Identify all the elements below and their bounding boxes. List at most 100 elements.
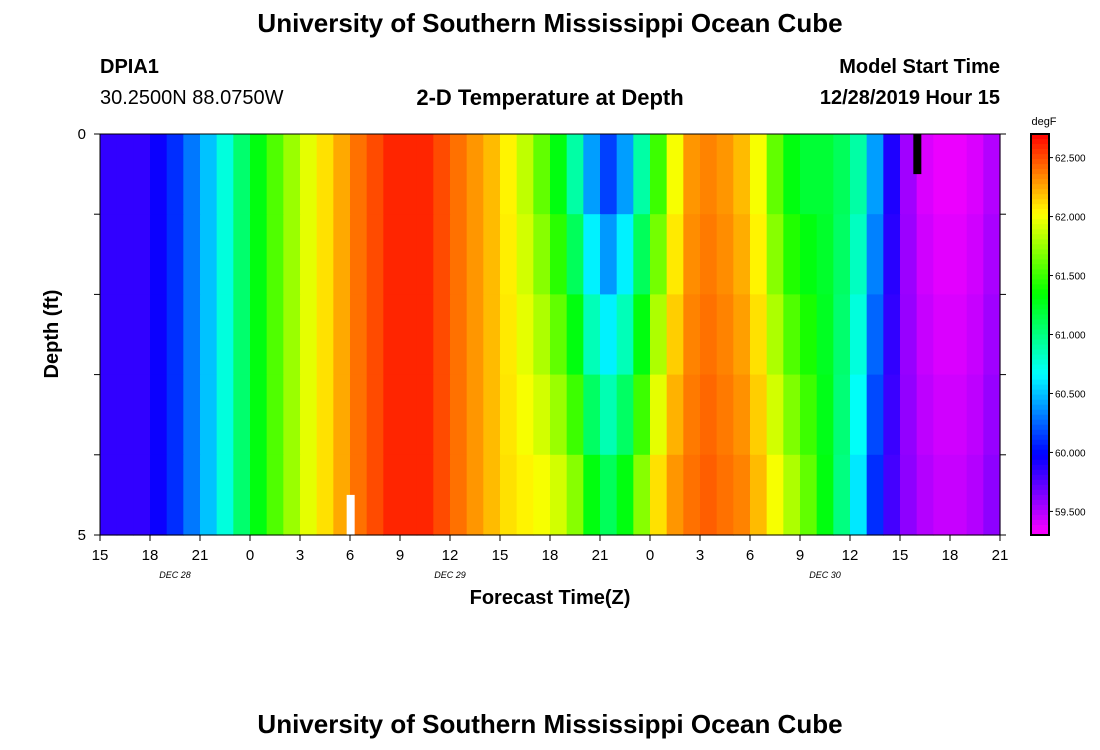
heatmap-cell bbox=[933, 454, 951, 536]
heatmap-cell bbox=[366, 134, 384, 215]
x-tick-label: 18 bbox=[942, 547, 959, 564]
heatmap-cell bbox=[250, 294, 268, 376]
heatmap-cell bbox=[233, 134, 251, 215]
colorbar-unit: degF bbox=[1031, 116, 1056, 128]
heatmap-cell bbox=[516, 214, 534, 295]
x-tick-label: 3 bbox=[696, 547, 704, 564]
colorbar-segment bbox=[1031, 514, 1049, 521]
heatmap-cell bbox=[816, 214, 834, 295]
heatmap-cell bbox=[616, 374, 634, 456]
colorbar-segment bbox=[1031, 454, 1049, 461]
heatmap-cell bbox=[216, 374, 234, 456]
heatmap-cell bbox=[850, 294, 868, 376]
heatmap-cell bbox=[550, 294, 568, 376]
colorbar-segment bbox=[1031, 134, 1049, 140]
colorbar-segment bbox=[1031, 314, 1049, 321]
heatmap-cell bbox=[300, 214, 318, 295]
heatmap-cell bbox=[116, 134, 134, 215]
heatmap-cell bbox=[500, 374, 518, 456]
heatmap-cell bbox=[583, 134, 601, 215]
heatmap-cell bbox=[700, 454, 718, 536]
colorbar-segment bbox=[1031, 424, 1049, 431]
heatmap-cell bbox=[833, 454, 851, 536]
heatmap-cell bbox=[166, 214, 184, 295]
colorbar-segment bbox=[1031, 164, 1049, 170]
x-tick-label: 6 bbox=[746, 547, 754, 564]
heatmap-cell bbox=[666, 454, 684, 536]
station-coordinates: 30.2500N 88.0750W bbox=[100, 87, 284, 109]
heatmap-cell bbox=[783, 374, 801, 456]
x-tick-label: 21 bbox=[192, 547, 209, 564]
colorbar-segment bbox=[1031, 154, 1049, 160]
heatmap-cell bbox=[116, 454, 134, 536]
heatmap-cell bbox=[133, 374, 151, 456]
heatmap-cell bbox=[383, 294, 401, 376]
heatmap-cell bbox=[183, 134, 201, 215]
heatmap-cell bbox=[383, 454, 401, 536]
colorbar-segment bbox=[1031, 464, 1049, 471]
heatmap-cell bbox=[433, 374, 451, 456]
heatmap-cell bbox=[366, 214, 384, 295]
heatmap-cell bbox=[100, 134, 118, 215]
heatmap-cell bbox=[783, 454, 801, 536]
heatmap-cell bbox=[316, 134, 334, 215]
heatmap-cell bbox=[333, 454, 351, 536]
colorbar-segment bbox=[1031, 529, 1049, 536]
heatmap-cell bbox=[983, 454, 1001, 536]
heatmap-cell bbox=[833, 214, 851, 295]
colorbar-label: 62.500 bbox=[1055, 154, 1086, 165]
colorbar-segment bbox=[1031, 364, 1049, 371]
heatmap-cell bbox=[600, 214, 618, 295]
colorbar-segment bbox=[1031, 519, 1049, 526]
heatmap-cell bbox=[583, 214, 601, 295]
heatmap-cell bbox=[233, 454, 251, 536]
heatmap-cell bbox=[283, 454, 301, 536]
y-tick-label: 5 bbox=[78, 527, 86, 544]
heatmap-cell bbox=[800, 454, 818, 536]
heatmap-cell bbox=[166, 374, 184, 456]
heatmap-cell bbox=[483, 134, 501, 215]
colorbar-label: 61.000 bbox=[1055, 331, 1086, 342]
footer-title: University of Southern Mississippi Ocean… bbox=[257, 709, 843, 739]
heatmap-cell bbox=[766, 454, 784, 536]
heatmap-cell bbox=[733, 214, 751, 295]
heatmap-cell bbox=[683, 374, 701, 456]
heatmap-cell bbox=[400, 454, 418, 536]
colorbar-segment bbox=[1031, 504, 1049, 511]
heatmap-cell bbox=[283, 374, 301, 456]
heatmap-cell bbox=[516, 374, 534, 456]
y-axis: 05 bbox=[78, 126, 1006, 544]
heatmap-cell bbox=[766, 214, 784, 295]
heatmap-cell bbox=[750, 134, 768, 215]
heatmap-marker bbox=[913, 134, 922, 175]
heatmap-cell bbox=[633, 374, 651, 456]
heatmap-cell bbox=[483, 374, 501, 456]
x-tick-label: 12 bbox=[842, 547, 859, 564]
colorbar-segment bbox=[1031, 219, 1049, 225]
heatmap-cell bbox=[250, 454, 268, 536]
heatmap-cell bbox=[383, 134, 401, 215]
heatmap-cell bbox=[533, 134, 551, 215]
heatmap-cell bbox=[133, 214, 151, 295]
heatmap-cell bbox=[950, 374, 968, 456]
x-axis-title: Forecast Time(Z) bbox=[470, 587, 631, 609]
heatmap-cell bbox=[550, 214, 568, 295]
heatmap-cell bbox=[916, 214, 934, 295]
colorbar-segment bbox=[1031, 239, 1049, 245]
colorbar-segment bbox=[1031, 509, 1049, 516]
heatmap-cell bbox=[700, 294, 718, 376]
heatmap-cell bbox=[650, 374, 668, 456]
heatmap-cell bbox=[133, 294, 151, 376]
colorbar-segment bbox=[1031, 419, 1049, 426]
x-tick-label: 15 bbox=[492, 547, 509, 564]
heatmap-cell bbox=[183, 294, 201, 376]
heatmap-cell bbox=[750, 454, 768, 536]
heatmap-cell bbox=[950, 134, 968, 215]
heatmap-cell bbox=[150, 214, 168, 295]
colorbar-segment bbox=[1031, 394, 1049, 401]
heatmap-cell bbox=[733, 454, 751, 536]
heatmap-cell bbox=[500, 214, 518, 295]
x-date-label: DEC 28 bbox=[159, 570, 191, 580]
heatmap-cell bbox=[383, 374, 401, 456]
